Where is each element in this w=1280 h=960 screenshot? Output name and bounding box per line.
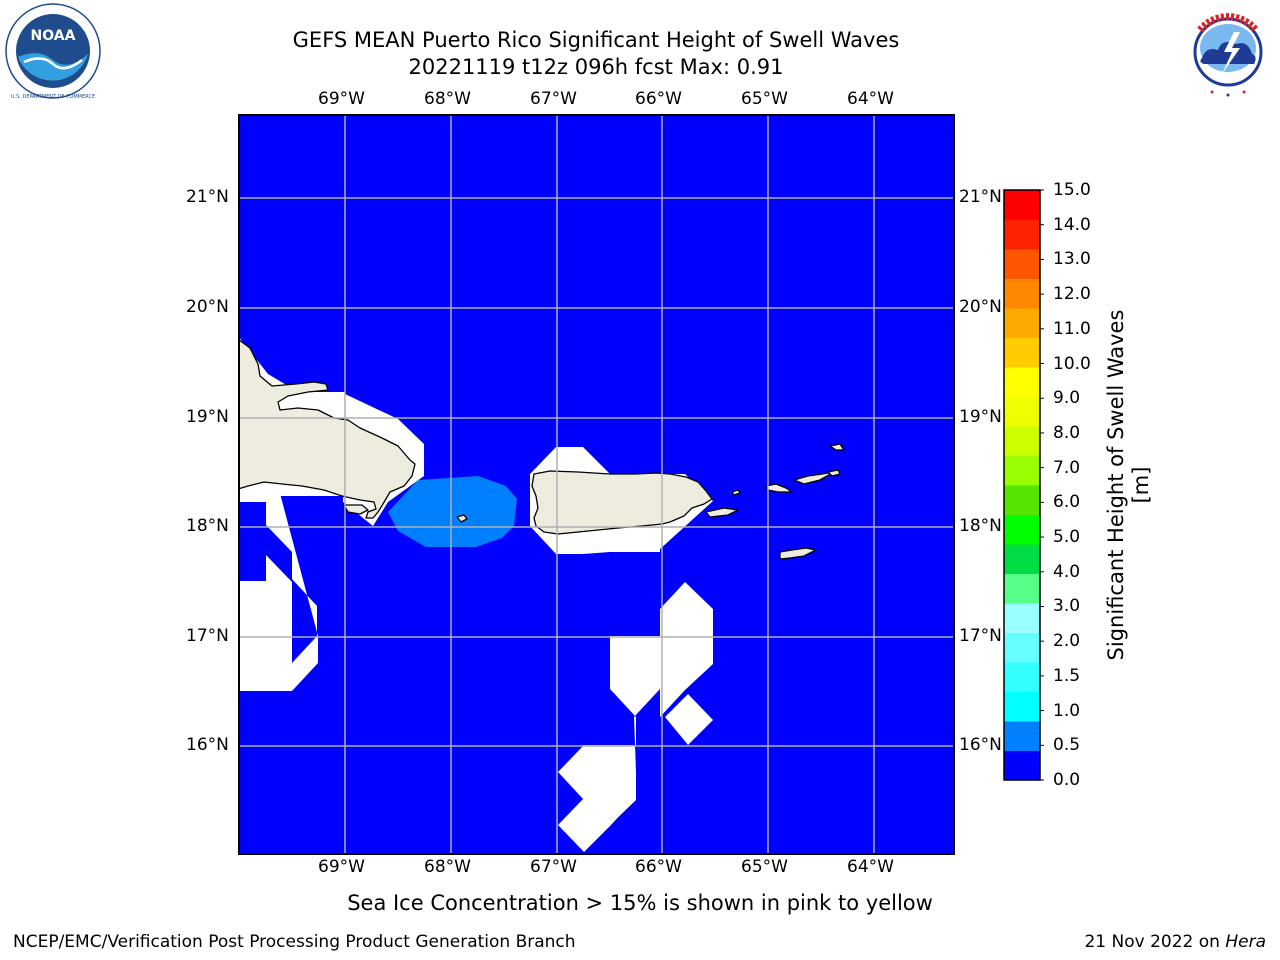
lon-label-top: 64°W bbox=[847, 89, 894, 109]
colorbar-tick-label: 14.0 bbox=[1053, 214, 1091, 235]
chart-subtitle: 20221119 t12z 096h fcst Max: 0.91 bbox=[408, 55, 784, 79]
lon-label-bottom: 64°W bbox=[847, 857, 894, 877]
sea-ice-note: Sea Ice Concentration > 15% is shown in … bbox=[347, 891, 933, 915]
colorbar-segment bbox=[1004, 367, 1040, 397]
noaa-logo: NOAA U.S. DEPARTMENT OF COMMERCE bbox=[5, 3, 101, 100]
colorbar-tick-label: 7.0 bbox=[1053, 457, 1081, 478]
colorbar bbox=[1003, 189, 1044, 781]
lat-label-right: 16°N bbox=[959, 735, 1002, 755]
colorbar-segment bbox=[1004, 278, 1040, 309]
puerto-rico-land bbox=[531, 470, 713, 535]
colorbar-tick-label: 0.0 bbox=[1053, 770, 1081, 790]
colorbar-segment bbox=[1004, 632, 1040, 663]
colorbar-segment bbox=[1004, 485, 1040, 515]
lon-label-top: 68°W bbox=[424, 89, 471, 109]
nws-logo bbox=[1180, 4, 1276, 100]
lat-label-right: 17°N bbox=[959, 626, 1002, 646]
lat-label-right: 19°N bbox=[959, 407, 1002, 427]
lon-label-top: 66°W bbox=[635, 89, 682, 109]
colorbar-segment bbox=[1004, 721, 1040, 751]
lon-label-bottom: 65°W bbox=[741, 857, 788, 877]
hispaniola-land bbox=[238, 338, 416, 519]
credit-date: 21 Nov 2022 on Hera bbox=[1084, 932, 1266, 952]
colorbar-segment bbox=[1004, 573, 1040, 604]
credit-date-text: 21 Nov 2022 on bbox=[1084, 932, 1226, 952]
land-masses bbox=[238, 338, 845, 560]
lat-label-left: 16°N bbox=[186, 735, 229, 755]
colorbar-tick-label: 2.0 bbox=[1053, 631, 1081, 652]
colorbar-tick-label: 8.0 bbox=[1053, 422, 1081, 443]
colorbar-frame bbox=[1003, 189, 1041, 781]
isla-mona bbox=[456, 514, 468, 523]
colorbar-segment bbox=[1004, 750, 1040, 781]
colorbar-segment bbox=[1004, 396, 1040, 427]
lon-label-bottom: 67°W bbox=[530, 857, 577, 877]
map-panel bbox=[238, 114, 955, 855]
colorbar-tick-label: 1.5 bbox=[1053, 665, 1081, 686]
colorbar-tick-label: 13.0 bbox=[1053, 249, 1091, 270]
colorbar-tick-label: 9.0 bbox=[1053, 388, 1081, 409]
colorbar-segment bbox=[1004, 249, 1040, 279]
colorbar-segment bbox=[1004, 455, 1040, 486]
colorbar-segment bbox=[1004, 691, 1040, 722]
colorbar-tick-label: 15.0 bbox=[1053, 180, 1091, 200]
colorbar-segment bbox=[1004, 544, 1040, 574]
lon-label-top: 65°W bbox=[741, 89, 788, 109]
colorbar-tick-label: 6.0 bbox=[1053, 492, 1081, 513]
swell-patch-0-5 bbox=[388, 476, 517, 547]
colorbar-segment bbox=[1004, 426, 1040, 456]
colorbar-tick-label: 5.0 bbox=[1053, 527, 1081, 548]
graticule bbox=[238, 114, 955, 855]
chart-title: GEFS MEAN Puerto Rico Significant Height… bbox=[292, 28, 900, 52]
st-croix bbox=[779, 547, 817, 560]
colorbar-segment bbox=[1004, 308, 1040, 338]
lat-label-left: 19°N bbox=[186, 407, 229, 427]
colorbar-segment bbox=[1004, 190, 1040, 220]
lat-label-left: 18°N bbox=[186, 516, 229, 536]
lat-label-left: 20°N bbox=[186, 297, 229, 317]
lat-label-right: 21°N bbox=[959, 187, 1002, 207]
colorbar-segment bbox=[1004, 337, 1040, 368]
lat-label-right: 20°N bbox=[959, 297, 1002, 317]
colorbar-segment bbox=[1004, 662, 1040, 692]
isla-mona bbox=[705, 507, 739, 518]
colorbar-segment bbox=[1004, 514, 1040, 545]
colorbar-tick-label: 3.0 bbox=[1053, 596, 1081, 617]
lon-label-bottom: 68°W bbox=[424, 857, 471, 877]
credit-branch: NCEP/EMC/Verification Post Processing Pr… bbox=[13, 932, 576, 952]
lat-label-right: 18°N bbox=[959, 516, 1002, 536]
colorbar-tick-label: 4.0 bbox=[1053, 561, 1081, 582]
colorbar-tick-label: 10.0 bbox=[1053, 353, 1091, 374]
svg-text:U.S. DEPARTMENT OF COMMERCE: U.S. DEPARTMENT OF COMMERCE bbox=[11, 94, 95, 100]
lon-label-bottom: 66°W bbox=[635, 857, 682, 877]
lat-label-left: 17°N bbox=[186, 626, 229, 646]
lat-label-left: 21°N bbox=[186, 187, 229, 207]
lon-label-top: 69°W bbox=[318, 89, 365, 109]
colorbar-tick-label: 0.5 bbox=[1053, 735, 1081, 756]
lon-label-bottom: 69°W bbox=[318, 857, 365, 877]
colorbar-segment bbox=[1004, 603, 1040, 633]
colorbar-tick-label: 12.0 bbox=[1053, 284, 1091, 305]
colorbar-tick-label: 1.0 bbox=[1053, 700, 1081, 721]
colorbar-tick-label: 11.0 bbox=[1053, 318, 1091, 339]
noaa-logo-text: NOAA bbox=[31, 28, 76, 44]
colorbar-label: Significant Height of Swell Waves [m] bbox=[1104, 309, 1153, 661]
map-frame bbox=[238, 114, 955, 855]
credit-host: Hera bbox=[1225, 932, 1266, 952]
lon-label-top: 67°W bbox=[530, 89, 577, 109]
colorbar-segment bbox=[1004, 219, 1040, 250]
